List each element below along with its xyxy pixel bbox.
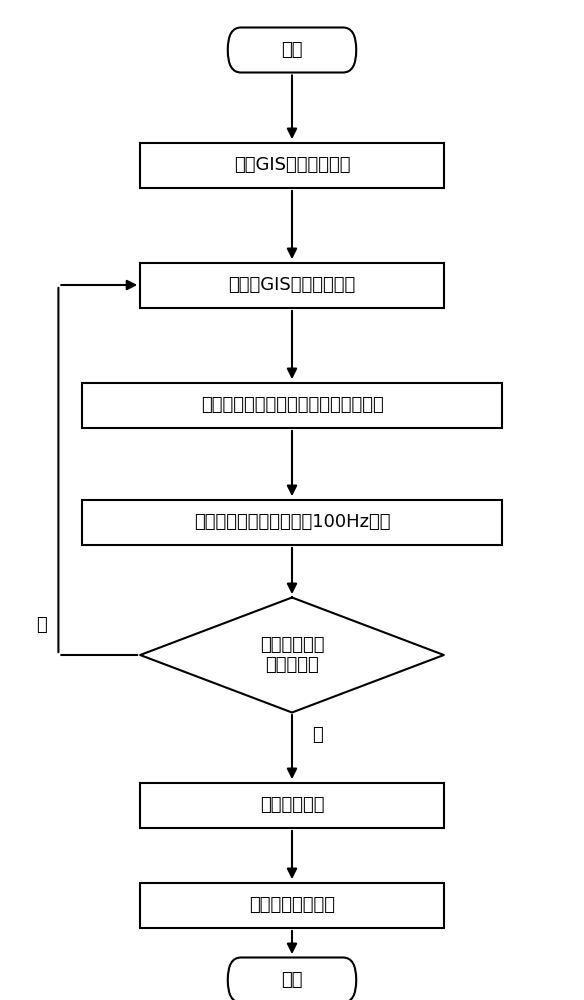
Text: 故障特征提取: 故障特征提取 — [260, 796, 324, 814]
Text: 正常GIS的振动信号库: 正常GIS的振动信号库 — [234, 156, 350, 174]
Text: 否: 否 — [36, 616, 47, 634]
FancyBboxPatch shape — [82, 382, 502, 428]
Text: 结束: 结束 — [281, 971, 303, 989]
FancyBboxPatch shape — [140, 782, 444, 827]
FancyBboxPatch shape — [140, 262, 444, 308]
Text: 判定振动信号
是否异常？: 判定振动信号 是否异常？ — [260, 636, 324, 674]
FancyBboxPatch shape — [140, 882, 444, 928]
FancyBboxPatch shape — [228, 27, 356, 73]
Text: 机械故障分类识别: 机械故障分类识别 — [249, 896, 335, 914]
Text: 操动机构激振非平稳信号计算包络面积: 操动机构激振非平稳信号计算包络面积 — [201, 396, 383, 414]
Text: 开始: 开始 — [281, 41, 303, 59]
Text: 被监测GIS的振动信号库: 被监测GIS的振动信号库 — [228, 276, 356, 294]
Polygon shape — [140, 598, 444, 712]
FancyBboxPatch shape — [140, 142, 444, 188]
FancyBboxPatch shape — [228, 958, 356, 1000]
Text: 是: 是 — [312, 726, 323, 744]
FancyBboxPatch shape — [82, 500, 502, 544]
Text: 电磁力激振平稳信号提取100Hz能量: 电磁力激振平稳信号提取100Hz能量 — [194, 513, 390, 531]
